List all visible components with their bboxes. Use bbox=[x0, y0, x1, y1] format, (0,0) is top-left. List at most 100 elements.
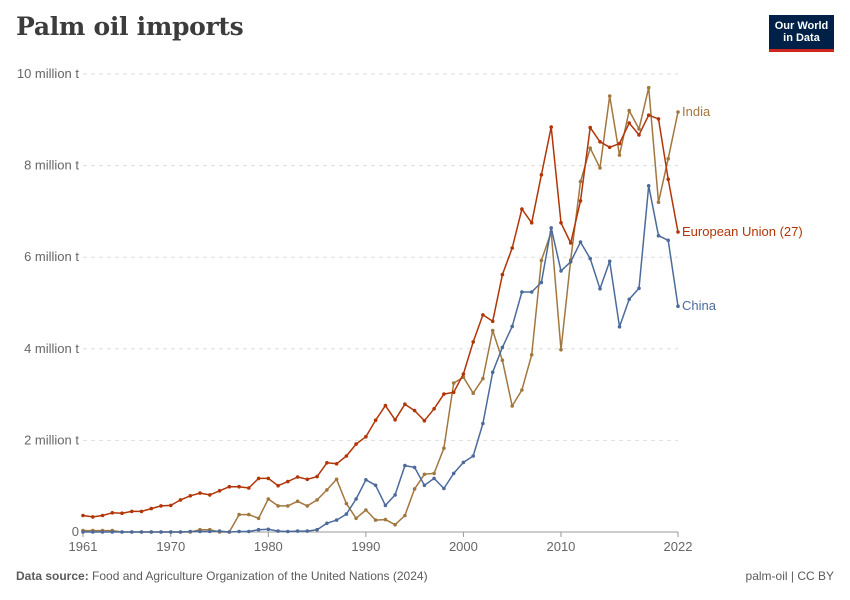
point-india bbox=[383, 517, 388, 522]
point-china bbox=[607, 259, 612, 264]
label-european-union-27: European Union (27) bbox=[682, 224, 803, 239]
x-tick-label: 2022 bbox=[664, 539, 693, 554]
point-china bbox=[393, 493, 397, 497]
point-china bbox=[100, 530, 105, 534]
x-tick-label: 1970 bbox=[156, 539, 185, 554]
point-european-union-27 bbox=[334, 462, 339, 466]
point-european-union-27 bbox=[500, 272, 505, 277]
point-european-union-27 bbox=[451, 390, 456, 395]
logo-line-2: in Data bbox=[783, 32, 820, 44]
point-european-union-27 bbox=[666, 177, 670, 182]
point-european-union-27 bbox=[412, 408, 417, 413]
point-china bbox=[598, 287, 602, 291]
point-european-union-27 bbox=[100, 513, 105, 518]
point-european-union-27 bbox=[178, 498, 183, 502]
point-china bbox=[500, 345, 505, 350]
y-tick-label: 0 bbox=[72, 524, 79, 539]
point-china bbox=[217, 529, 222, 533]
point-european-union-27 bbox=[266, 476, 271, 481]
logo-accent-bar bbox=[769, 49, 834, 52]
point-india bbox=[315, 498, 319, 502]
point-china bbox=[81, 530, 85, 534]
y-tick-label: 10 million t bbox=[17, 66, 80, 81]
point-european-union-27 bbox=[432, 407, 436, 411]
point-india bbox=[529, 353, 534, 357]
point-european-union-27 bbox=[461, 372, 466, 376]
point-european-union-27 bbox=[295, 475, 300, 479]
point-european-union-27 bbox=[159, 504, 163, 508]
label-china: China bbox=[682, 298, 717, 313]
point-china bbox=[305, 529, 310, 533]
point-european-union-27 bbox=[247, 486, 251, 490]
point-china bbox=[325, 521, 329, 526]
point-china bbox=[256, 527, 261, 532]
point-india bbox=[646, 85, 651, 90]
point-european-union-27 bbox=[188, 494, 193, 498]
chart-title: Palm oil imports bbox=[16, 12, 244, 41]
point-european-union-27 bbox=[568, 241, 573, 245]
point-china bbox=[344, 512, 349, 516]
line-india bbox=[83, 86, 679, 533]
point-china bbox=[354, 497, 358, 501]
point-india bbox=[305, 504, 310, 508]
point-china bbox=[286, 529, 290, 534]
x-tick-label: 2010 bbox=[546, 539, 575, 554]
point-european-union-27 bbox=[373, 418, 378, 423]
point-china bbox=[549, 226, 553, 230]
point-european-union-27 bbox=[588, 125, 592, 130]
y-tick-label: 2 million t bbox=[24, 432, 79, 447]
point-china bbox=[568, 260, 573, 264]
point-india bbox=[490, 328, 495, 333]
x-axis: 1961 1970 1980 1990 2000 2010 2022 bbox=[69, 531, 693, 554]
point-european-union-27 bbox=[139, 509, 144, 514]
point-china bbox=[432, 476, 436, 481]
x-tick-label: 2000 bbox=[449, 539, 478, 554]
point-india bbox=[588, 146, 592, 150]
point-india bbox=[412, 487, 417, 491]
point-india bbox=[500, 358, 505, 363]
owid-logo[interactable]: Our World in Data bbox=[769, 15, 834, 52]
logo-line-1: Our World bbox=[774, 20, 829, 32]
point-china bbox=[178, 530, 183, 534]
y-tick-label: 8 million t bbox=[24, 158, 79, 173]
point-european-union-27 bbox=[315, 474, 319, 479]
point-china bbox=[159, 530, 163, 534]
point-european-union-27 bbox=[120, 511, 124, 515]
point-india bbox=[334, 477, 339, 482]
point-european-union-27 bbox=[481, 313, 485, 317]
point-european-union-27 bbox=[403, 402, 407, 407]
label-india: India bbox=[682, 104, 711, 119]
point-european-union-27 bbox=[617, 141, 622, 146]
point-european-union-27 bbox=[110, 511, 115, 515]
point-china bbox=[266, 527, 271, 532]
point-india bbox=[442, 446, 446, 451]
point-china bbox=[149, 530, 154, 534]
point-european-union-27 bbox=[549, 125, 553, 129]
point-european-union-27 bbox=[227, 484, 232, 489]
point-european-union-27 bbox=[471, 340, 476, 344]
point-china bbox=[295, 529, 300, 533]
point-european-union-27 bbox=[627, 121, 631, 125]
point-china bbox=[627, 297, 631, 302]
point-european-union-27 bbox=[393, 418, 397, 422]
point-china bbox=[422, 483, 427, 488]
point-european-union-27 bbox=[529, 221, 534, 225]
point-european-union-27 bbox=[598, 140, 602, 144]
line-european-union-27 bbox=[82, 114, 679, 518]
point-european-union-27 bbox=[256, 476, 261, 481]
point-european-union-27 bbox=[490, 319, 495, 324]
series-lines bbox=[81, 85, 680, 534]
point-china bbox=[247, 529, 251, 534]
point-european-union-27 bbox=[208, 493, 212, 497]
x-tick-label: 1990 bbox=[351, 539, 380, 554]
point-european-union-27 bbox=[520, 207, 524, 211]
point-china bbox=[373, 483, 378, 488]
series-china bbox=[81, 184, 680, 534]
point-european-union-27 bbox=[646, 113, 651, 117]
point-india bbox=[559, 347, 563, 352]
point-china bbox=[198, 529, 202, 534]
point-india bbox=[247, 512, 251, 517]
license-text[interactable]: palm-oil | CC BY bbox=[745, 569, 834, 583]
point-china bbox=[461, 460, 466, 465]
point-european-union-27 bbox=[286, 479, 290, 484]
